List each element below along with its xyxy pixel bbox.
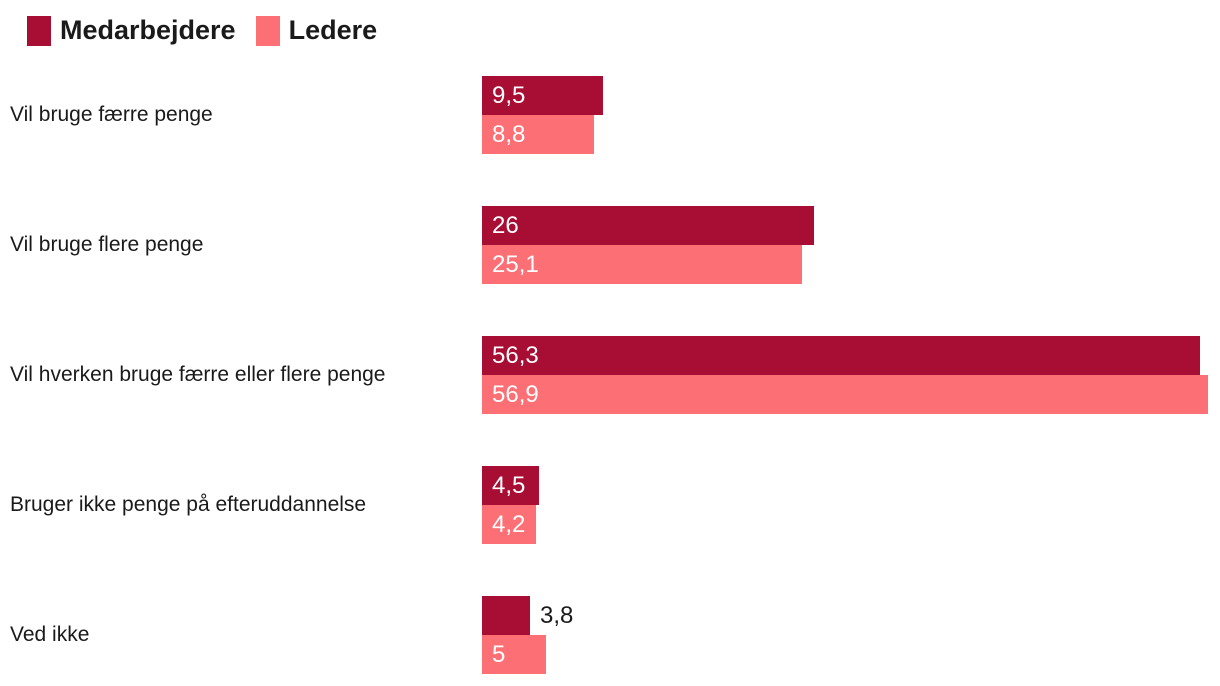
bar-ledere <box>482 375 1208 414</box>
category-label: Vil bruge flere penge <box>10 233 204 256</box>
value-label-medarbejdere: 56,3 <box>492 342 539 369</box>
value-label-medarbejdere: 26 <box>492 212 519 239</box>
legend: Medarbejdere Ledere <box>27 15 377 46</box>
category-label: Ved ikke <box>10 623 90 646</box>
value-label-medarbejdere: 9,5 <box>492 82 526 109</box>
legend-label-ledere: Ledere <box>288 15 378 45</box>
legend-label-medarbejdere: Medarbejdere <box>60 15 236 45</box>
bar-medarbejdere <box>482 466 539 505</box>
legend-item-ledere: Ledere <box>255 15 378 46</box>
bar-ledere <box>482 505 536 544</box>
legend-item-medarbejdere: Medarbejdere <box>27 15 236 46</box>
bar-ledere <box>482 245 802 284</box>
value-label-medarbejdere: 3,8 <box>540 602 574 629</box>
legend-swatch-ledere-icon <box>255 15 280 46</box>
category-label: Bruger ikke penge på efteruddannelse <box>10 493 367 516</box>
bar-medarbejdere <box>482 206 814 245</box>
bar-medarbejdere <box>482 596 530 635</box>
bar-medarbejdere <box>482 76 603 115</box>
value-label-ledere: 5 <box>492 641 506 668</box>
bar-ledere <box>482 635 546 674</box>
value-label-ledere: 25,1 <box>492 251 539 278</box>
bar-medarbejdere <box>482 336 1200 375</box>
category-label: Vil bruge færre penge <box>10 103 213 126</box>
value-label-ledere: 4,2 <box>492 511 526 538</box>
value-label-ledere: 8,8 <box>492 121 526 148</box>
bar-ledere <box>482 115 594 154</box>
legend-swatch-medarbejdere-icon <box>27 15 51 46</box>
value-label-medarbejdere: 4,5 <box>492 472 526 499</box>
value-label-ledere: 56,9 <box>492 381 539 408</box>
category-label: Vil hverken bruge færre eller flere peng… <box>10 363 386 386</box>
